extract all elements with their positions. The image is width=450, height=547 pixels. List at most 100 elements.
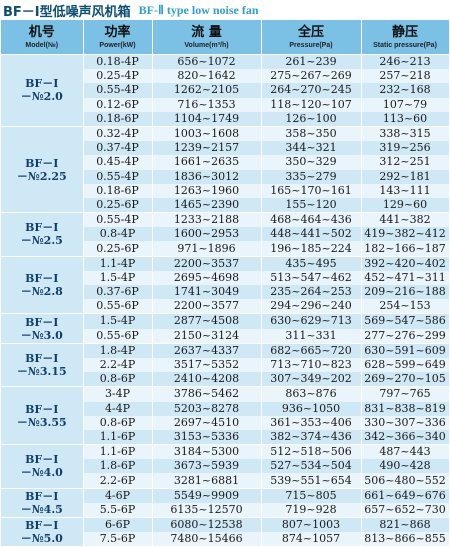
volume-cell: 2637~4337 — [152, 343, 262, 358]
table-row: 0.45-4P 1661~2635 350~329 312~251 — [1, 155, 450, 170]
header-model: 机号 Model(№) — [1, 20, 84, 55]
volume-cell: 2877~4508 — [152, 313, 262, 329]
volume-cell: 2200~3537 — [152, 256, 262, 271]
table-row: 2.2-6P 3281~6881 539~551~654 506~480~552 — [1, 473, 450, 489]
static-pressure-cell: 628~599~649 — [361, 357, 450, 373]
static-pressure-cell: 209~216~188 — [361, 285, 450, 300]
static-pressure-cell: 342~366~340 — [361, 429, 450, 446]
volume-cell: 5203~8278 — [152, 401, 262, 416]
title-chinese: BF－Ⅰ型低噪声风机箱 — [3, 4, 131, 20]
static-pressure-cell: 338~315 — [361, 126, 450, 142]
static-pressure-cell: 319~256 — [361, 141, 450, 156]
static-pressure-cell: 630~591~609 — [361, 343, 450, 358]
static-pressure-cell: 419~382~412 — [361, 227, 450, 242]
volume-cell: 1262~2105 — [152, 83, 262, 98]
model-label: －№2.25 — [16, 169, 67, 183]
static-pressure-cell: 797~765 — [361, 386, 450, 402]
table-row: 0.25-4P 820~1642 275~267~269 257~218 — [1, 69, 450, 84]
pressure-cell: 682~665~720 — [261, 343, 362, 358]
table-row: 0.25-6P 971~1896 196~185~224 182~166~187 — [1, 241, 450, 257]
volume-cell: 2697~4510 — [152, 415, 262, 430]
pressure-cell: 235~264~253 — [261, 285, 362, 300]
static-pressure-cell: 490~428 — [361, 459, 450, 474]
model-label: BF－Ⅰ — [25, 402, 59, 416]
pressure-cell: 863~876 — [261, 386, 362, 402]
model-label: BF－Ⅰ — [25, 489, 59, 503]
header-sublabel: Static pressure(Pa) — [373, 41, 437, 49]
model-cell: BF－Ⅰ －№3.0 — [1, 313, 84, 344]
title-bar: BF－Ⅰ型低噪声风机箱 BF-Ⅱ type low noise fan — [0, 0, 450, 20]
pressure-cell: 264~270~245 — [261, 83, 362, 98]
volume-cell: 3786~5462 — [152, 386, 262, 402]
static-pressure-cell: 107~79 — [361, 97, 450, 112]
power-cell: 0.25-6P — [83, 241, 153, 257]
power-cell: 0.32-4P — [83, 126, 153, 142]
power-cell: 0.45-4P — [83, 155, 153, 170]
power-cell: 0.37-6P — [83, 285, 153, 300]
model-label: BF－Ⅰ — [25, 352, 59, 366]
table-row: 0.8-6P 2410~4208 307~349~202 269~270~105 — [1, 372, 450, 388]
pressure-cell: 335~279 — [261, 169, 362, 184]
static-pressure-cell: 269~270~105 — [361, 372, 450, 388]
table-row: BF－Ⅰ －№2.5 0.55-4P 1233~2188 468~464~436 441~… — [1, 212, 450, 257]
pressure-cell: 448~441~502 — [261, 227, 362, 242]
pressure-cell: 165~170~161 — [261, 183, 362, 198]
volume-cell: 971~1896 — [152, 241, 262, 257]
volume-cell: 1003~1608 — [152, 126, 262, 142]
pressure-cell: 311~331 — [261, 328, 362, 344]
pressure-cell: 118~120~107 — [261, 97, 362, 112]
volume-cell: 6080~12538 — [152, 517, 262, 533]
volume-cell: 1741~3049 — [152, 285, 262, 300]
power-cell: 0.55-4P — [83, 212, 153, 228]
static-pressure-cell: 330~307~336 — [361, 415, 450, 430]
pressure-cell: 874~1057 — [261, 532, 362, 547]
power-cell: 3-4P — [83, 386, 153, 402]
power-cell: 0.18-6P — [83, 111, 153, 127]
static-pressure-cell: 277~276~299 — [361, 328, 450, 344]
model-cell: BF－Ⅰ －№3.15 — [1, 343, 84, 388]
volume-cell: 656~1072 — [152, 54, 262, 70]
model-label: BF－Ⅰ — [25, 315, 59, 329]
header-pressure: 全压 Pressure(Pa) — [261, 20, 362, 55]
static-pressure-cell: 246~213 — [361, 54, 450, 70]
volume-cell: 2150~3124 — [152, 328, 262, 344]
static-pressure-cell: 452~471~311 — [361, 270, 450, 285]
model-label: －№3.55 — [16, 415, 67, 429]
pressure-cell: 630~629~713 — [261, 313, 362, 329]
volume-cell: 2200~3577 — [152, 299, 262, 315]
power-cell: 0.25-6P — [83, 197, 153, 214]
pressure-cell: 468~464~436 — [261, 212, 362, 228]
volume-cell: 1263~1960 — [152, 183, 262, 198]
model-label: －№3.15 — [16, 365, 67, 379]
table-row: BF－Ⅰ －№4.0 1.1-6P 3184~5300 512~518~506 487~4… — [1, 444, 450, 489]
static-pressure-cell: 312~251 — [361, 155, 450, 170]
power-cell: 6-6P — [83, 517, 153, 533]
pressure-cell: 527~534~504 — [261, 459, 362, 474]
volume-cell: 820~1642 — [152, 69, 262, 84]
power-cell: 0.55-6P — [83, 299, 153, 315]
power-cell: 0.55-4P — [83, 83, 153, 98]
header-sublabel: Pressure(Pa) — [289, 41, 333, 49]
model-label: －№3.0 — [20, 328, 63, 342]
model-label: －№2.8 — [20, 285, 63, 298]
power-cell: 1.1-4P — [83, 256, 153, 271]
table-row: 0.37-6P 1741~3049 235~264~253 209~216~188 — [1, 285, 450, 300]
model-label: BF－Ⅰ — [25, 453, 59, 467]
table-row: BF－Ⅰ －№3.0 1.5-4P 2877~4508 630~629~713 569~5… — [1, 313, 450, 344]
table-row: 0.18-6P 1104~1749 126~100 113~60 — [1, 111, 450, 127]
volume-cell: 6135~12570 — [152, 502, 262, 518]
table-row: BF－Ⅰ －№4.5 4-6P 5549~9909 715~805 661~649~676 — [1, 488, 450, 519]
volume-cell: 1239~2157 — [152, 141, 262, 156]
static-pressure-cell: 182~166~187 — [361, 241, 450, 257]
static-pressure-cell: 129~60 — [361, 197, 450, 214]
model-cell: BF－Ⅰ －№2.0 — [1, 54, 84, 127]
power-cell: 0.12-6P — [83, 97, 153, 112]
pressure-cell: 807~1003 — [261, 517, 362, 533]
model-cell: BF－Ⅰ －№2.8 — [1, 256, 84, 315]
static-pressure-cell: 813~866~855 — [361, 532, 450, 547]
volume-cell: 3281~6881 — [152, 473, 262, 489]
power-cell: 1.8-6P — [83, 459, 153, 474]
pressure-cell: 307~349~202 — [261, 372, 362, 388]
power-cell: 1.5-4P — [83, 313, 153, 329]
volume-cell: 2695~4698 — [152, 270, 262, 285]
